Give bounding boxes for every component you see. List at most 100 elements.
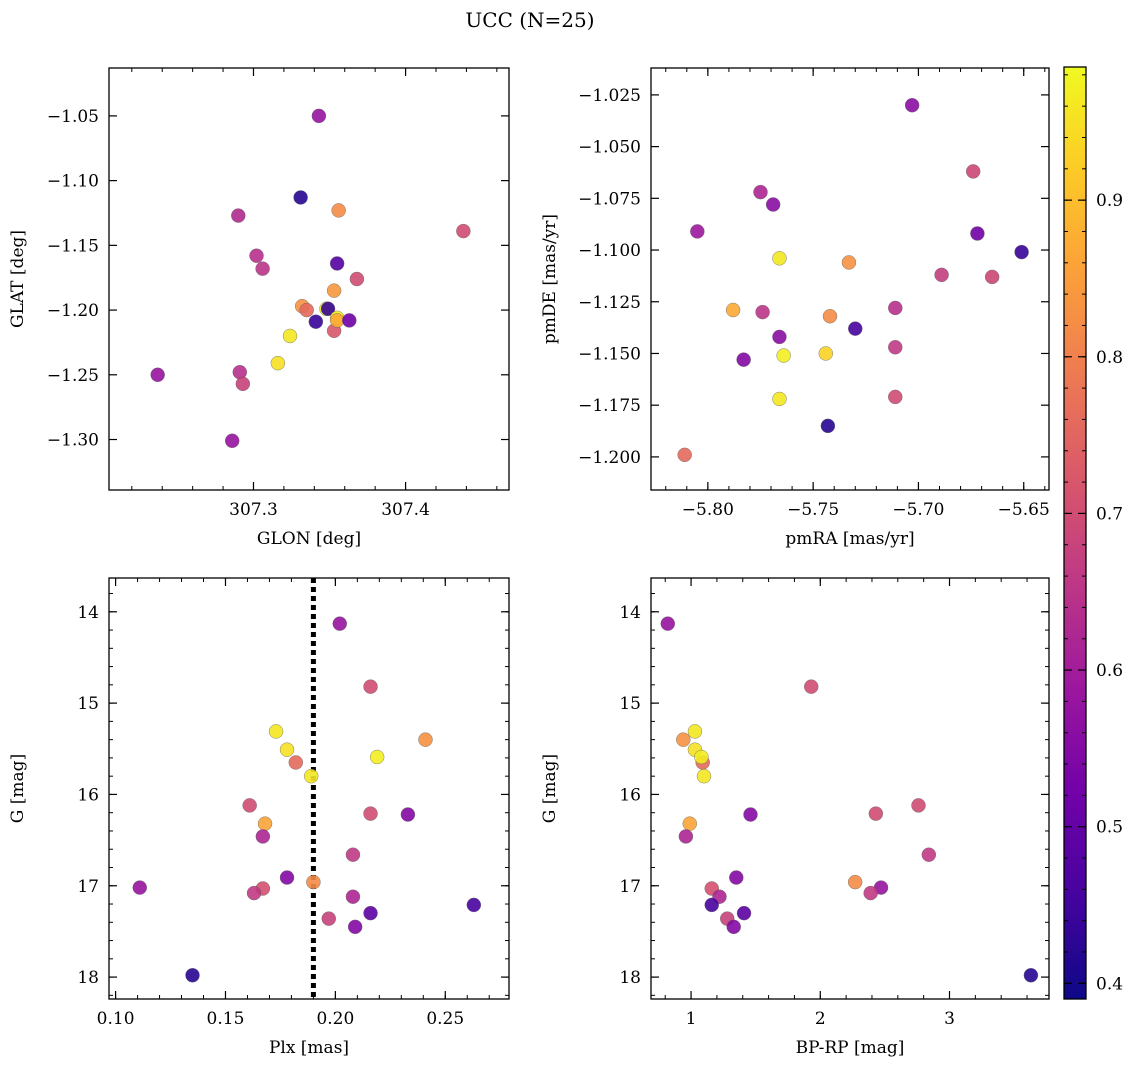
scatter-point [363, 806, 378, 821]
scatter-point [696, 768, 712, 784]
y-tick-label: −1.05 [47, 107, 99, 127]
scatter-point [755, 304, 770, 320]
scatter-point [329, 256, 345, 271]
x-tick-label: 307.4 [381, 500, 430, 520]
scatter-point [676, 732, 691, 747]
colorbar-tick-label: 0.9 [1096, 191, 1123, 211]
scatter-point [965, 164, 981, 179]
scatter-point [345, 847, 361, 862]
scatter-point [224, 433, 240, 449]
colorbar-tick-label: 0.5 [1096, 818, 1123, 838]
scatter-point [847, 874, 863, 890]
y-axis-label: GLAT [deg] [8, 230, 28, 328]
y-tick-label: 14 [619, 603, 641, 623]
scatter-point [970, 226, 985, 241]
scatter-point [682, 816, 697, 831]
scatter-point [736, 905, 752, 921]
scatter-point [820, 418, 836, 434]
axes-frame [108, 577, 510, 1000]
scatter-point [331, 203, 346, 218]
scatter-point [687, 724, 703, 739]
scatter-point [342, 313, 357, 328]
x-tick-label: −5.80 [682, 500, 734, 520]
y-tick-label: −1.150 [578, 344, 641, 364]
scatter-point [704, 897, 719, 913]
scatter-point [848, 321, 863, 336]
scatter-panel-p4: 1 2 3 14 15 16 17 18 BP-RP [mag] G [mag] [540, 577, 1050, 1058]
scatter-point [299, 302, 314, 318]
scatter-point [255, 829, 271, 844]
x-tick-label: 2 [815, 1009, 826, 1029]
scatter-point [321, 911, 336, 926]
scatter-point [456, 223, 471, 239]
scatter-point [888, 300, 903, 316]
x-tick-label: 307.3 [229, 500, 278, 520]
colorbar-tick-label: 0.7 [1096, 504, 1123, 524]
y-tick-label: −1.20 [47, 301, 99, 321]
scatter-point [270, 355, 286, 371]
y-tick-label: −1.175 [578, 396, 641, 416]
x-tick-label: 3 [944, 1009, 955, 1029]
scatter-panel-p3: 0.10 0.15 0.20 0.25 14 15 16 17 18 Plx [mas] G [ma… [8, 577, 510, 1058]
scatter-point [660, 616, 675, 631]
scatter-point [332, 616, 347, 631]
scatter-point [772, 391, 787, 407]
x-tick-label: 0.15 [207, 1009, 245, 1029]
x-tick-label: 1 [686, 1009, 697, 1029]
scatter-points [132, 616, 482, 983]
scatter-point [868, 806, 884, 821]
y-tick-label: −1.15 [47, 236, 99, 256]
y-tick-label: −1.125 [578, 293, 641, 313]
scatter-point [904, 98, 920, 113]
scatter-point [306, 874, 321, 890]
colorbar-tick-label: 0.4 [1096, 974, 1123, 994]
x-axis-label: BP-RP [mag] [796, 1038, 905, 1058]
scatter-point [804, 679, 819, 694]
x-tick-label: 0.10 [97, 1009, 135, 1029]
scatter-point [246, 885, 262, 901]
y-tick-label: −1.025 [578, 86, 641, 106]
scatter-point [150, 367, 165, 382]
scatter-point [690, 224, 705, 239]
y-axis-label: pmDE [mas/yr] [540, 214, 560, 344]
y-tick-label: 17 [619, 877, 641, 897]
scatter-point [984, 269, 1000, 285]
scatter-panel-p2: −5.80 −5.75 −5.70 −5.65 −1.025 −1.050 −1.075 −1… [540, 67, 1050, 549]
y-tick-label: −1.30 [47, 431, 99, 451]
scatter-point [308, 314, 324, 329]
x-tick-label: −5.65 [998, 500, 1050, 520]
scatter-point [400, 807, 416, 822]
scatter-point [249, 248, 264, 263]
y-tick-label: 18 [77, 968, 99, 988]
y-tick-label: 17 [77, 877, 99, 897]
y-tick-label: −1.200 [578, 448, 641, 468]
scatter-point [418, 732, 433, 747]
axes-frame [650, 67, 1050, 491]
scatter-points [677, 98, 1029, 463]
scatter-point [1014, 244, 1029, 260]
scatter-point [772, 329, 787, 345]
x-tick-label: −5.75 [787, 500, 839, 520]
x-tick-label: 0.25 [426, 1009, 464, 1029]
scatter-point [279, 742, 295, 757]
scatter-point [888, 340, 903, 355]
scatter-point [349, 271, 365, 287]
scatter-point [841, 255, 857, 270]
scatter-point [293, 190, 308, 205]
scatter-point [329, 313, 345, 328]
y-tick-label: −1.075 [578, 189, 641, 209]
y-axis-label: G [mag] [540, 754, 560, 823]
colorbar-tick-label: 0.8 [1096, 348, 1123, 368]
y-axis-label: G [mag] [8, 754, 28, 823]
scatter-point [363, 905, 378, 921]
axes-frame [650, 577, 1050, 1000]
colorbar-tick-label: 0.6 [1096, 661, 1123, 681]
scatter-point [132, 880, 147, 895]
scatter-point [677, 447, 692, 463]
scatter-point [185, 968, 200, 983]
scatter-point [303, 768, 319, 784]
scatter-point [282, 328, 298, 344]
scatter-point [694, 749, 709, 765]
scatter-point [934, 267, 949, 283]
y-tick-label: 16 [77, 785, 99, 805]
